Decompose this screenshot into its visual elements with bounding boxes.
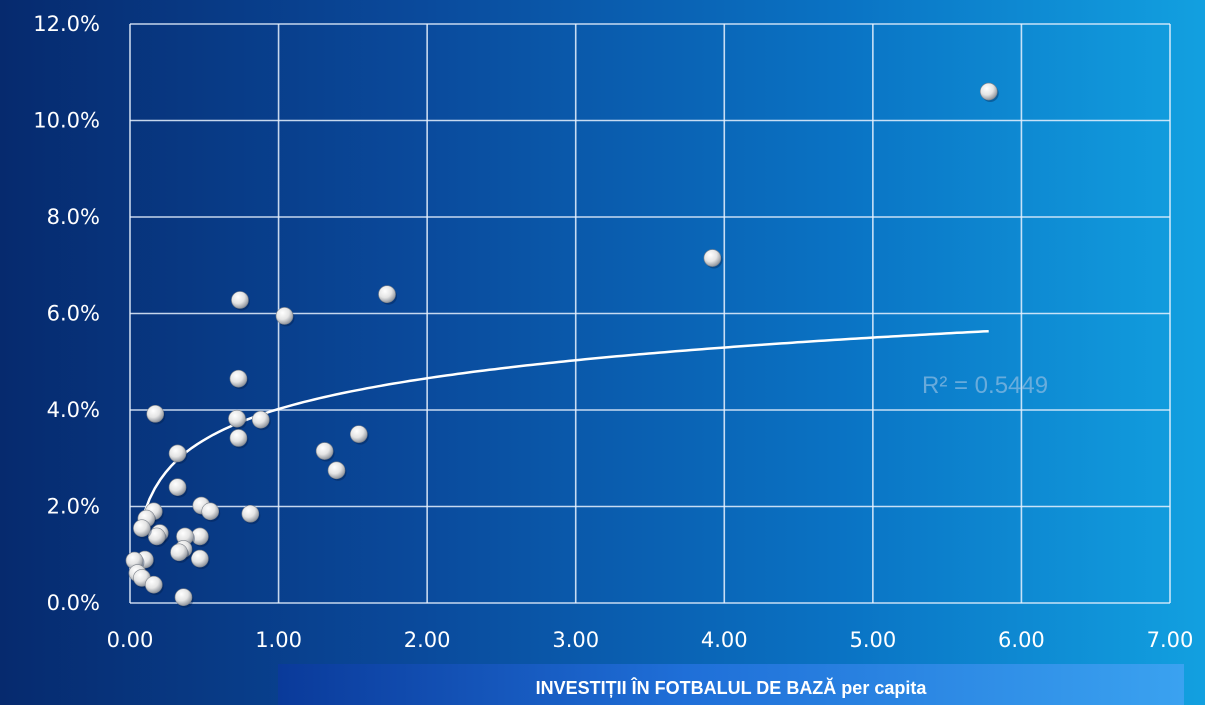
data-point <box>275 307 294 325</box>
data-point <box>201 502 220 521</box>
data-point <box>191 549 209 568</box>
x-tick-label: 2.00 <box>404 628 451 652</box>
data-point <box>146 405 165 423</box>
x-axis-ticks: 0.00 1.00 2.00 3.00 4.00 5.00 6.00 7.00 <box>107 628 1194 652</box>
data-point <box>133 519 151 538</box>
y-tick-label: 6.0% <box>47 302 100 326</box>
data-point <box>174 588 193 607</box>
data-points <box>125 82 999 608</box>
x-axis-title-bar: INVESTIȚII ÎN FOTBALUL DE BAZĂ per capit… <box>278 664 1184 705</box>
y-tick-label: 4.0% <box>47 398 100 422</box>
trendline-path <box>137 329 989 535</box>
data-point <box>231 291 249 309</box>
y-tick-label: 8.0% <box>47 205 100 229</box>
y-tick-label: 10.0% <box>33 109 100 133</box>
r-squared-label: R² = 0.5449 <box>922 372 1048 399</box>
data-point <box>979 82 998 101</box>
y-axis-ticks: 0.0% 2.0% 4.0% 6.0% 8.0% 10.0% 12.0% <box>33 12 100 615</box>
data-point <box>168 444 187 463</box>
data-point <box>315 442 334 460</box>
data-point <box>703 249 722 267</box>
data-point <box>251 410 270 429</box>
data-point <box>170 543 188 562</box>
x-tick-label: 5.00 <box>849 628 896 652</box>
data-point <box>229 429 248 447</box>
data-point <box>168 478 187 497</box>
data-point <box>144 575 163 594</box>
x-tick-label: 6.00 <box>998 628 1045 652</box>
x-tick-label: 3.00 <box>552 628 599 652</box>
y-tick-label: 0.0% <box>47 591 100 615</box>
trendline <box>137 329 989 535</box>
data-point <box>378 285 396 304</box>
data-point <box>147 527 166 546</box>
x-tick-label: 7.00 <box>1147 628 1194 652</box>
data-point <box>229 369 248 388</box>
x-axis-title: INVESTIȚII ÎN FOTBALUL DE BAZĂ per capit… <box>535 678 927 698</box>
data-point <box>327 461 346 480</box>
data-point <box>349 425 368 443</box>
grid-lines <box>129 23 1171 604</box>
x-tick-label: 4.00 <box>701 628 748 652</box>
y-tick-label: 12.0% <box>33 12 100 36</box>
data-point <box>241 504 260 523</box>
y-tick-label: 2.0% <box>47 495 100 519</box>
x-tick-label: 0.00 <box>107 628 154 652</box>
data-point <box>228 409 246 428</box>
x-tick-label: 1.00 <box>255 628 302 652</box>
